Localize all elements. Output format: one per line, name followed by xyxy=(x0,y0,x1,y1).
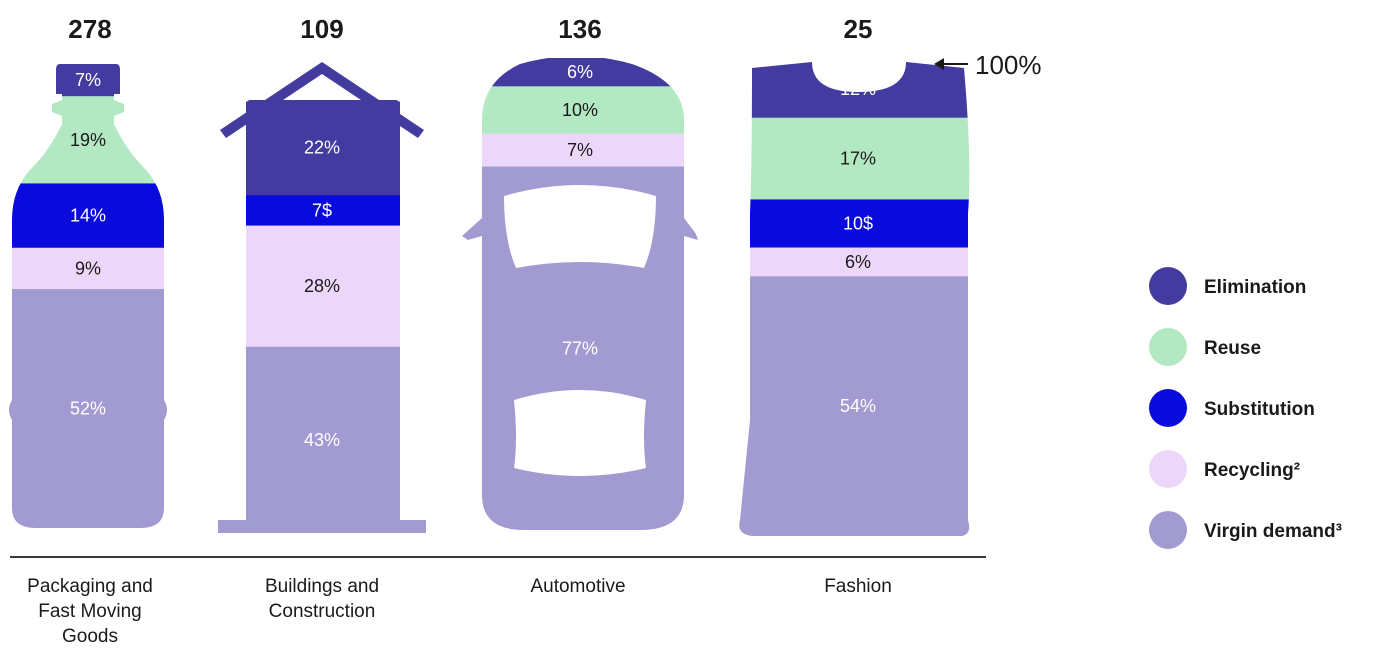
category-label-buildings-and-construction-line-2: Construction xyxy=(269,601,376,622)
segment-label-recycling-packaging-and-fast-moving-goods: 9% xyxy=(75,258,101,278)
total-packaging-and-fast-moving-goods: 278 xyxy=(68,14,111,44)
category-label-automotive-line-1: Automotive xyxy=(530,576,625,597)
arrow-left-icon xyxy=(934,58,944,70)
segment-label-elimination-fashion: 12% xyxy=(840,79,876,99)
category-label-buildings-and-construction-line-1: Buildings and xyxy=(265,576,379,597)
legend-label-virgin-demand: Virgin demand³ xyxy=(1204,521,1342,542)
segment-substitution-fashion xyxy=(739,199,970,249)
segment-labels: 7% 19% 14% 9% 52% 22% 7$ 28% 43% 6% 10% 7% 77% 12% 17%… xyxy=(70,62,876,450)
category-label-fashion-line-1: Fashion xyxy=(824,576,892,597)
total-automotive: 136 xyxy=(558,14,601,44)
segment-substitution-packaging-and-fast-moving-goods xyxy=(9,183,167,249)
legend-label-recycling: Recycling² xyxy=(1204,460,1300,481)
legend-label-reuse: Reuse xyxy=(1204,338,1261,359)
segment-recycling-buildings-and-construction xyxy=(218,225,426,348)
segment-recycling-fashion xyxy=(739,247,970,277)
category-totals: 278 109 136 25 xyxy=(68,14,872,44)
legend-swatch-virgin-demand xyxy=(1149,511,1187,549)
segment-elimination-buildings-and-construction xyxy=(218,100,426,196)
segment-substitution-buildings-and-construction xyxy=(218,195,426,227)
segment-label-virgin-demand-fashion: 54% xyxy=(840,396,876,416)
total-buildings-and-construction: 109 xyxy=(300,14,343,44)
stacked-shapes xyxy=(9,58,970,536)
car-windshield xyxy=(504,185,656,268)
legend-swatch-elimination xyxy=(1149,267,1187,305)
segment-label-elimination-buildings-and-construction: 22% xyxy=(304,138,340,158)
segment-label-elimination-automotive: 6% xyxy=(567,62,593,82)
segment-label-virgin-demand-automotive: 77% xyxy=(562,338,598,358)
segment-virgin-demand-buildings-and-construction xyxy=(218,346,426,533)
category-label-packaging-and-fast-moving-goods-line-2: Fast Moving xyxy=(38,601,141,622)
total-fashion: 25 xyxy=(844,14,873,44)
legend-swatch-reuse xyxy=(1149,328,1187,366)
shape-buildings-and-construction xyxy=(218,100,426,533)
segment-label-reuse-automotive: 10% xyxy=(562,100,598,120)
annotation-label: 100% xyxy=(975,50,1042,80)
segment-label-reuse-fashion: 17% xyxy=(840,149,876,169)
legend-swatch-substitution xyxy=(1149,389,1187,427)
legend-swatch-recycling xyxy=(1149,450,1187,488)
segment-recycling-packaging-and-fast-moving-goods xyxy=(9,247,167,290)
legend-label-elimination: Elimination xyxy=(1204,277,1306,298)
segment-recycling-automotive xyxy=(462,133,698,168)
segment-virgin-demand-packaging-and-fast-moving-goods xyxy=(9,289,167,528)
segment-reuse-fashion xyxy=(739,117,970,200)
segment-label-virgin-demand-buildings-and-construction: 43% xyxy=(304,430,340,450)
segment-label-recycling-buildings-and-construction: 28% xyxy=(304,276,340,296)
segment-label-substitution-fashion: 10$ xyxy=(843,213,873,233)
category-label-packaging-and-fast-moving-goods-line-1: Packaging and xyxy=(27,576,153,597)
segment-label-elimination-packaging-and-fast-moving-goods: 7% xyxy=(75,70,101,90)
segment-label-reuse-packaging-and-fast-moving-goods: 19% xyxy=(70,130,106,150)
hundred-percent-annotation: 100% xyxy=(934,50,1042,80)
segment-label-recycling-automotive: 7% xyxy=(567,140,593,160)
segment-reuse-automotive xyxy=(462,86,698,135)
legend-label-substitution: Substitution xyxy=(1204,399,1315,420)
shape-fashion xyxy=(739,62,970,536)
segment-label-virgin-demand-packaging-and-fast-moving-goods: 52% xyxy=(70,399,106,419)
segment-label-recycling-fashion: 6% xyxy=(845,252,871,272)
category-labels: Packaging and Fast Moving Goods Buildings a… xyxy=(27,576,892,647)
segment-label-substitution-packaging-and-fast-moving-goods: 14% xyxy=(70,206,106,226)
car-rear-window xyxy=(514,390,646,476)
segment-label-substitution-buildings-and-construction: 7$ xyxy=(312,200,332,220)
category-label-packaging-and-fast-moving-goods-line-3: Goods xyxy=(62,626,118,647)
segment-virgin-demand-fashion xyxy=(739,276,970,536)
legend: Elimination Reuse Substitution Recycling² Vi… xyxy=(1149,267,1342,549)
